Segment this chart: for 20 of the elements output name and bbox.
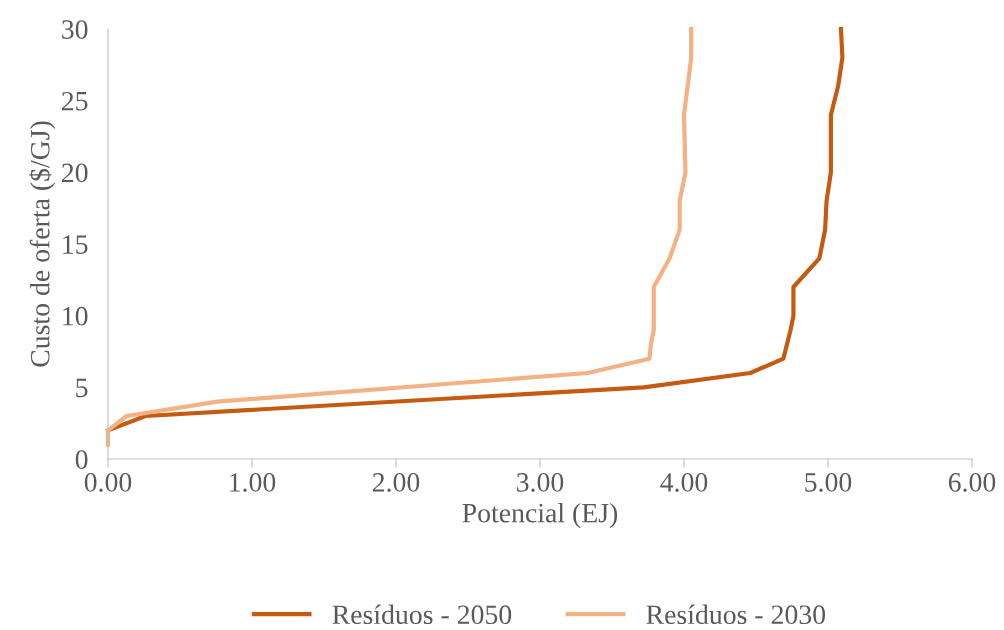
y-tick-label: 10 [63, 306, 88, 326]
y-axis-title: Custo de oferta ($/GJ) [29, 121, 56, 367]
x-tick-label: 6.00 [948, 473, 996, 492]
legend-label: Resíduos - 2050 [332, 604, 512, 625]
y-tick-label: 30 [62, 20, 88, 39]
x-tick-label: 1.00 [230, 473, 276, 492]
x-tick-label: 4.00 [660, 473, 708, 492]
x-tick-label: 2.00 [372, 473, 420, 492]
y-tick-label: 0 [75, 450, 88, 469]
x-tick-label: 3.00 [517, 473, 564, 492]
y-tick-label: 15 [63, 235, 88, 254]
y-tick-label: 5 [76, 378, 88, 398]
y-tick-label: 20 [62, 163, 88, 183]
x-axis-title: Potencial (EJ) [462, 502, 618, 529]
line-series [105, 26, 694, 447]
x-tick-label: 5.00 [805, 473, 852, 492]
legend-label: Resíduos - 2030 [646, 604, 826, 625]
x-tick-label: 0.00 [84, 473, 132, 492]
y-tick-label: 25 [62, 91, 88, 111]
line-series [105, 26, 845, 433]
